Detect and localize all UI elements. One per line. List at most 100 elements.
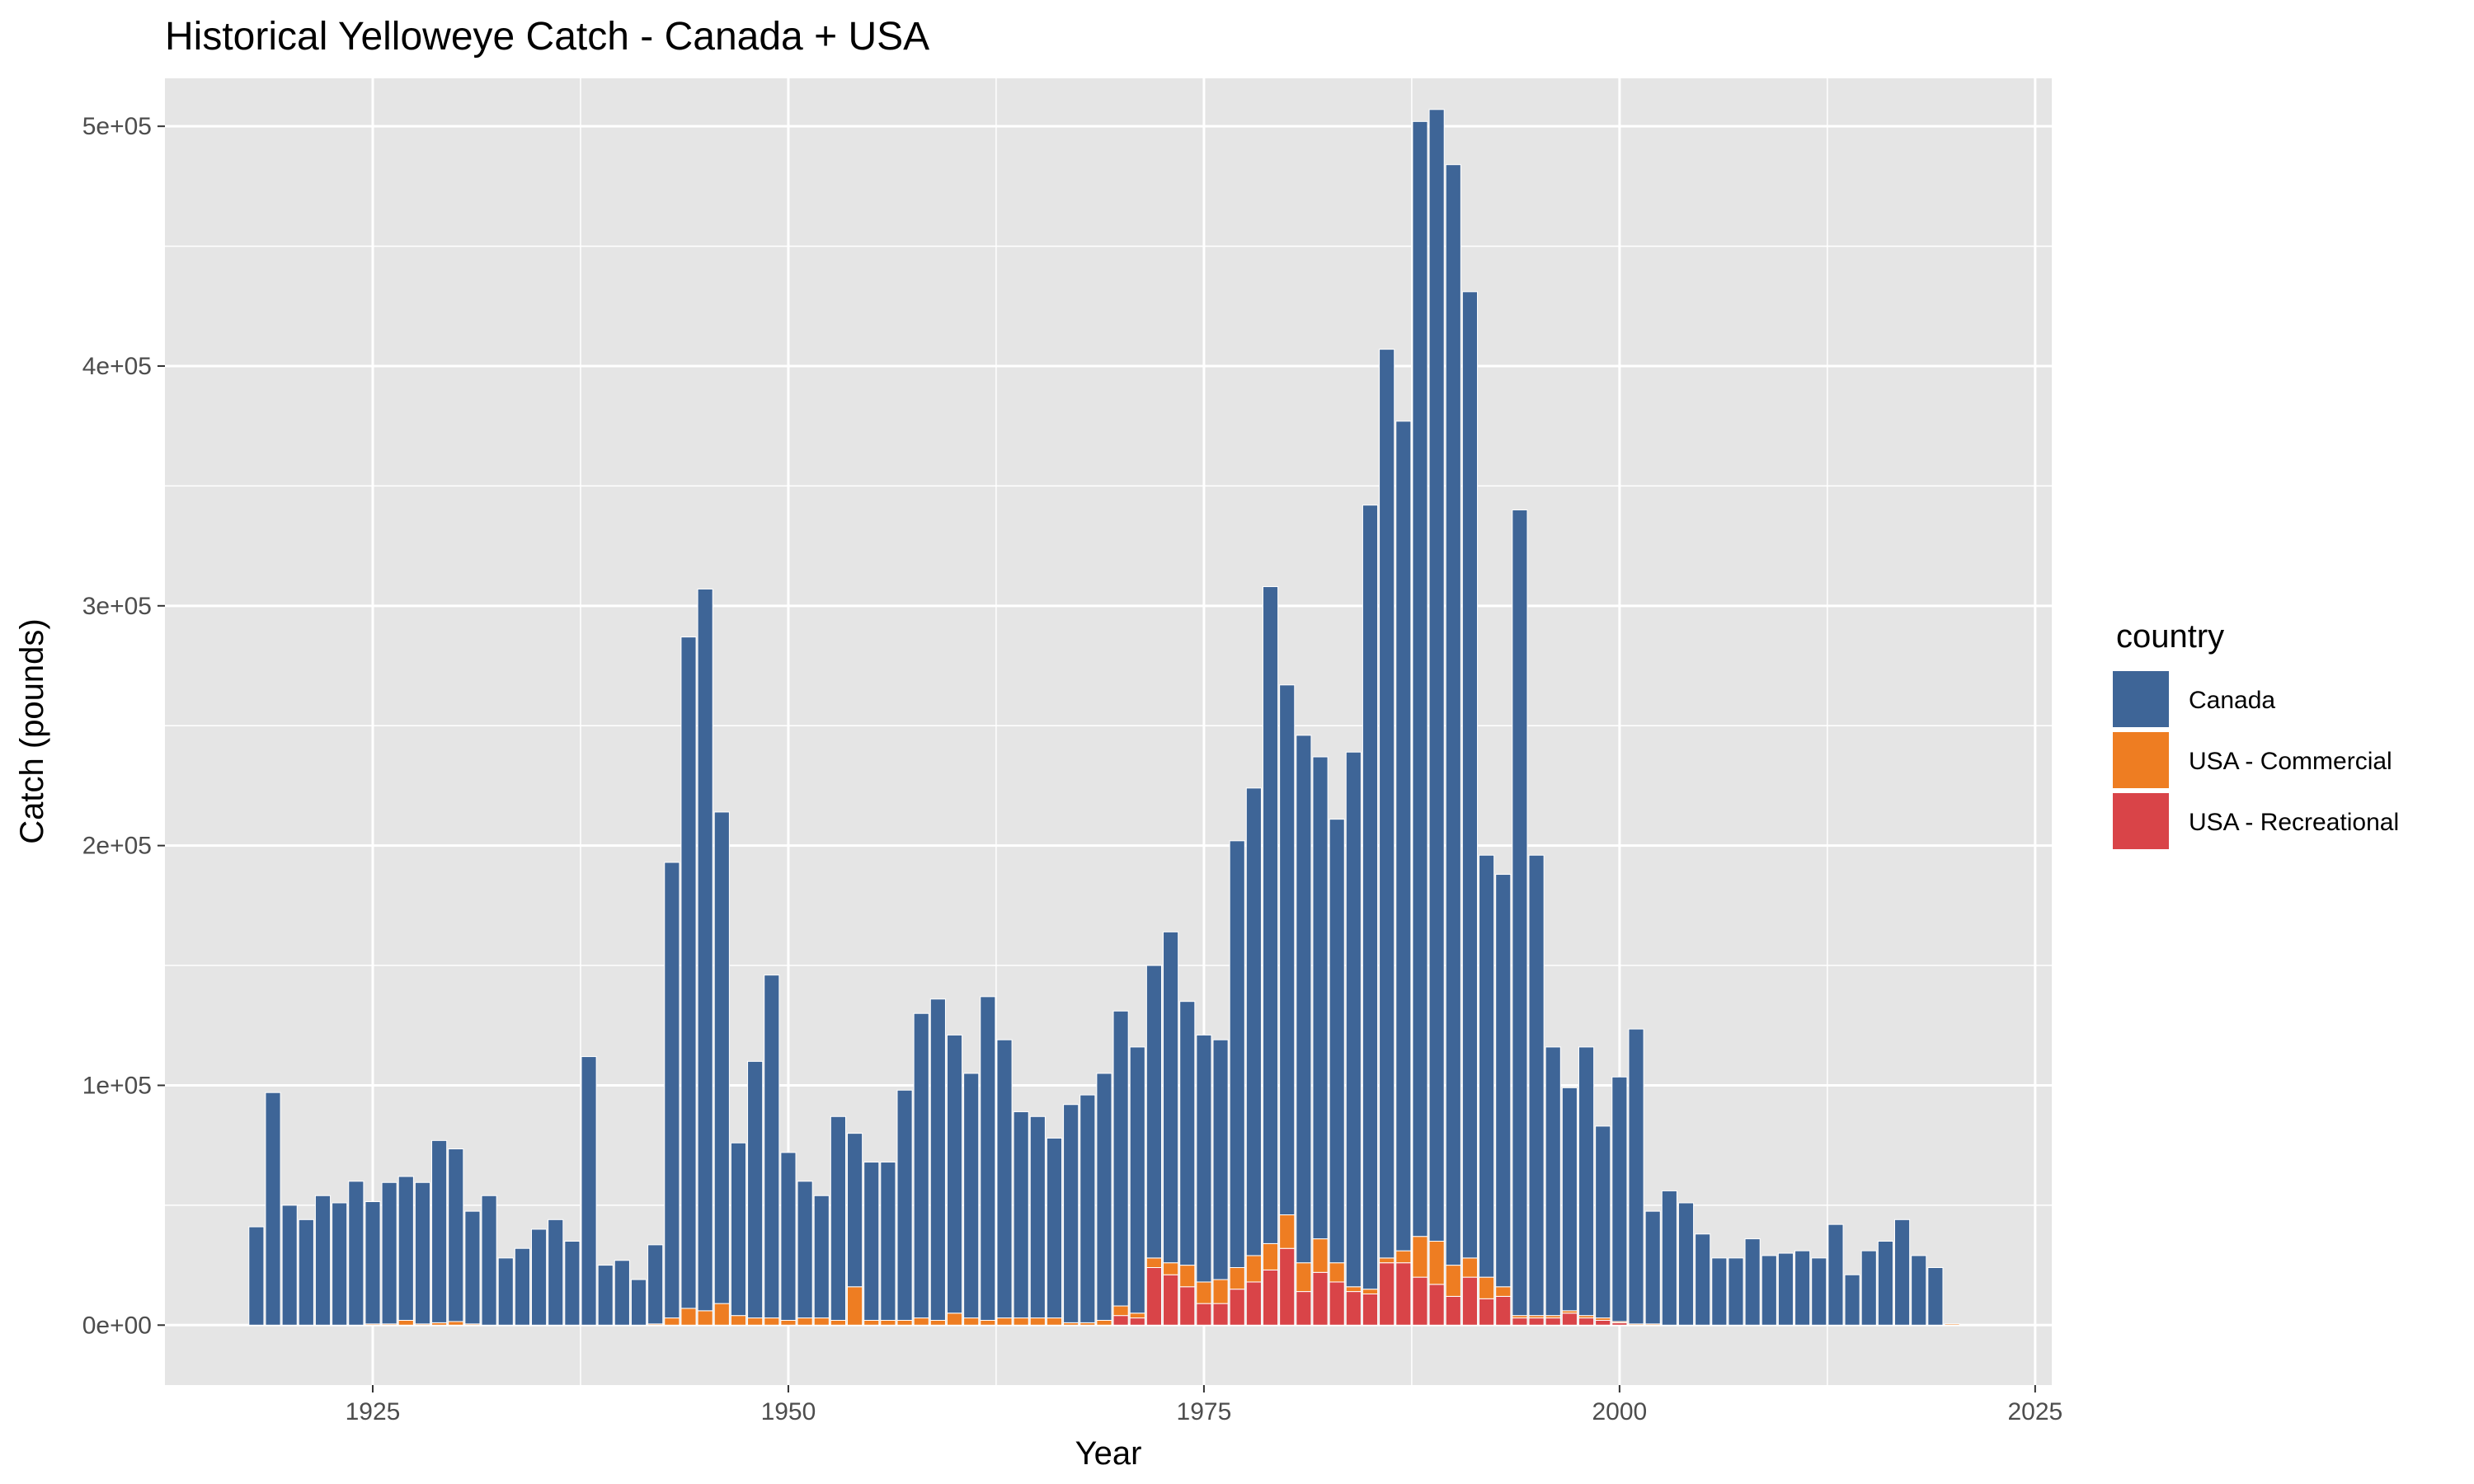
bar-canada-1939 (597, 1265, 614, 1326)
bar-canada-2000 (1611, 1076, 1628, 1322)
bar-canada-1938 (581, 1056, 597, 1326)
bar-usa-commercial-1975 (1196, 1281, 1212, 1304)
bar-usa-recreational-1988 (1412, 1276, 1428, 1326)
bar-canada-1922 (314, 1195, 332, 1326)
bar-canada-2014 (1844, 1274, 1860, 1326)
bar-usa-commercial-2020 (1944, 1323, 1960, 1326)
bar-canada-1972 (1145, 965, 1163, 1259)
bar-canada-1949 (764, 974, 780, 1319)
bar-usa-recreational-1995 (1528, 1317, 1545, 1326)
bar-canada-2003 (1661, 1190, 1677, 1326)
bar-usa-commercial-1991 (1461, 1257, 1479, 1278)
bar-usa-recreational-1975 (1196, 1303, 1212, 1326)
bar-usa-recreational-1991 (1461, 1276, 1479, 1326)
bar-usa-commercial-1987 (1395, 1250, 1412, 1264)
bar-canada-1967 (1063, 1104, 1079, 1323)
bar-canada-1944 (680, 636, 697, 1309)
bar-canada-1998 (1578, 1046, 1595, 1317)
bar-canada-1960 (946, 1034, 963, 1314)
bar-canada-1962 (980, 996, 996, 1321)
bar-canada-1926 (381, 1181, 397, 1325)
bar-usa-commercial-1962 (980, 1319, 996, 1326)
bar-usa-commercial-1951 (797, 1317, 813, 1326)
y-tick-label: 0e+00 (82, 1312, 152, 1339)
bar-usa-commercial-1945 (697, 1310, 713, 1326)
bar-canada-1991 (1461, 291, 1479, 1259)
bar-canada-1945 (697, 588, 713, 1312)
bar-usa-commercial-1955 (863, 1319, 880, 1326)
bar-canada-1995 (1528, 854, 1545, 1317)
bar-canada-2013 (1827, 1223, 1844, 1326)
bar-canada-1985 (1362, 505, 1379, 1290)
bar-canada-1933 (497, 1257, 514, 1326)
bar-usa-commercial-1947 (730, 1315, 747, 1326)
bar-usa-recreational-1979 (1262, 1269, 1279, 1326)
bar-canada-1984 (1345, 751, 1362, 1288)
bar-usa-recreational-1994 (1512, 1317, 1528, 1326)
legend-label-usa-commercial: USA - Commercial (2189, 748, 2392, 775)
bar-usa-commercial-1949 (764, 1317, 780, 1326)
bar-usa-recreational-1983 (1329, 1281, 1345, 1326)
bar-canada-1990 (1445, 164, 1461, 1266)
minor-gridlines (165, 78, 2052, 1385)
bar-usa-commercial-1952 (813, 1317, 830, 1326)
bar-usa-commercial-1976 (1212, 1279, 1229, 1304)
y-tick-label: 2e+05 (82, 833, 152, 860)
bar-canada-1999 (1595, 1125, 1611, 1319)
bar-usa-commercial-1930 (448, 1321, 464, 1326)
bar-canada-1974 (1179, 1001, 1196, 1266)
bar-canada-1982 (1312, 756, 1329, 1240)
bar-canada-1918 (248, 1226, 265, 1326)
y-tick-label: 3e+05 (82, 593, 152, 620)
bar-canada-1988 (1412, 120, 1428, 1237)
legend-label-canada: Canada (2189, 687, 2275, 714)
bar-canada-1920 (281, 1205, 298, 1326)
x-tick-label: 2025 (2007, 1398, 2062, 1425)
bar-usa-commercial-1943 (664, 1317, 680, 1326)
bar-canada-2017 (1894, 1219, 1911, 1326)
bar-canada-1976 (1212, 1039, 1229, 1280)
bar-canada-1958 (913, 1012, 929, 1319)
x-tick-label: 1975 (1177, 1398, 1232, 1425)
bar-canada-1940 (614, 1260, 630, 1326)
bar-usa-commercial-1953 (830, 1319, 846, 1326)
bar-usa-recreational-1997 (1561, 1313, 1578, 1326)
bar-canada-1934 (514, 1247, 530, 1326)
bar-usa-recreational-1998 (1578, 1317, 1595, 1326)
bar-usa-commercial-1961 (963, 1317, 980, 1326)
bar-usa-commercial-1964 (1013, 1317, 1029, 1326)
bar-usa-recreational-1976 (1212, 1303, 1229, 1326)
bar-canada-1979 (1262, 586, 1279, 1244)
bar-canada-2007 (1728, 1257, 1744, 1326)
bar-canada-1955 (863, 1162, 880, 1321)
legend-key-canada (2113, 671, 2169, 727)
bar-canada-1996 (1545, 1046, 1561, 1317)
bar-usa-commercial-1993 (1495, 1286, 1512, 1297)
bar-usa-commercial-1974 (1179, 1265, 1196, 1288)
bar-usa-commercial-1978 (1245, 1255, 1262, 1283)
bar-usa-commercial-1988 (1412, 1236, 1428, 1278)
bar-usa-recreational-1972 (1145, 1266, 1163, 1326)
y-axis-title: Catch (pounds) (14, 618, 50, 843)
bar-canada-1932 (481, 1195, 497, 1326)
bar-canada-1937 (564, 1241, 581, 1326)
x-axis-title: Year (1075, 1435, 1142, 1472)
bar-usa-commercial-1965 (1029, 1317, 1046, 1326)
bar-usa-recreational-1989 (1428, 1284, 1445, 1326)
bar-canada-1943 (664, 862, 680, 1319)
bar-usa-recreational-1982 (1312, 1271, 1329, 1326)
bar-usa-recreational-1986 (1379, 1262, 1395, 1326)
bar-canada-1981 (1296, 735, 1312, 1264)
x-axis: 1925 1950 1975 2000 2025 (346, 1385, 2062, 1425)
bar-usa-recreational-1985 (1362, 1293, 1379, 1326)
bars-layer (248, 109, 1960, 1326)
bar-canada-1954 (847, 1133, 863, 1288)
bar-canada-2010 (1777, 1252, 1794, 1326)
bar-canada-2008 (1744, 1238, 1761, 1326)
bar-usa-commercial-1982 (1312, 1238, 1329, 1273)
bar-usa-commercial-1990 (1445, 1265, 1461, 1297)
bar-canada-1987 (1395, 420, 1412, 1252)
bar-canada-1924 (348, 1181, 365, 1326)
bar-canada-1977 (1229, 840, 1245, 1268)
